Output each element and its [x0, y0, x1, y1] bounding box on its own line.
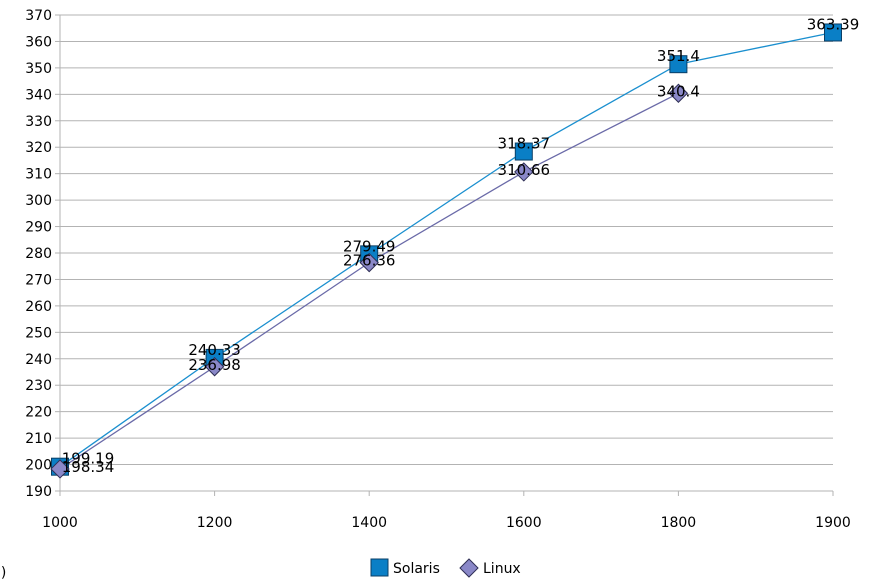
x-axis-ticks: 1000 1200 1400 1600 1800 1900	[42, 515, 851, 531]
y-tick-label: 370	[25, 8, 52, 24]
data-point-linux	[204, 357, 225, 377]
data-label-linux: 276.36	[343, 252, 396, 270]
legend: Solaris Linux	[370, 558, 521, 578]
y-tick-label: 210	[25, 431, 52, 447]
series-line-solaris	[59, 31, 834, 468]
x-tick-label: 1200	[197, 515, 233, 531]
y-tick-label: 270	[25, 272, 52, 288]
y-axis-ticks: 190 200 210 220 230 240 250 260 270 280 290 300 310 3…	[25, 8, 52, 500]
data-point-linux	[359, 252, 379, 273]
y-tick-label: 310	[25, 167, 52, 183]
data-label-solaris: 318.37	[498, 135, 551, 153]
x-tick-label: 1600	[506, 515, 542, 531]
y-tick-label: 360	[25, 34, 52, 50]
data-label-solaris: 351.4	[657, 47, 700, 65]
x-tick-label: 1900	[815, 515, 851, 531]
y-tick-label: 190	[25, 484, 52, 500]
data-point-linux	[668, 83, 689, 103]
data-point-linux	[50, 459, 70, 479]
y-tick-label: 200	[25, 458, 52, 474]
clipped-caption: d)	[0, 565, 7, 581]
y-tick-label: 250	[25, 325, 52, 341]
y-tick-label: 350	[25, 61, 52, 77]
data-labels: 199.19 240.33 279.49 318.37 351.4 363.39 198.3…	[62, 15, 860, 475]
y-tick-label: 300	[25, 193, 52, 209]
series-line-linux	[59, 92, 679, 470]
y-tick-label: 330	[25, 114, 52, 130]
legend-marker-solaris	[370, 558, 389, 577]
data-label-linux: 340.4	[657, 82, 700, 100]
data-label-solaris: 279.49	[343, 237, 396, 255]
legend-marker-linux	[459, 558, 479, 578]
y-tick-label: 340	[25, 87, 52, 103]
data-label-solaris: 363.39	[807, 15, 860, 33]
y-tick-label: 320	[25, 140, 52, 156]
data-label-linux: 236.98	[188, 356, 241, 374]
x-tick-label: 1400	[351, 515, 387, 531]
x-tick-label: 1000	[42, 515, 78, 531]
data-point-solaris	[669, 55, 688, 74]
y-tick-label: 290	[25, 220, 52, 236]
y-tick-label: 220	[25, 405, 52, 421]
y-tick-label: 230	[25, 378, 52, 394]
y-tick-label: 280	[25, 246, 52, 262]
legend-label-linux: Linux	[483, 561, 521, 577]
x-tick-label: 1800	[661, 515, 697, 531]
data-point-solaris	[824, 23, 842, 42]
y-tick-label: 240	[25, 352, 52, 368]
data-point-solaris	[514, 142, 533, 161]
series-layer	[50, 23, 842, 479]
data-label-linux: 198.34	[62, 458, 115, 476]
data-label-solaris: 240.33	[188, 341, 241, 359]
legend-label-solaris: Solaris	[393, 561, 440, 577]
data-point-linux	[514, 162, 534, 182]
y-tick-label: 260	[25, 299, 52, 315]
data-label-linux: 310.66	[498, 161, 551, 179]
grid-lines	[55, 14, 834, 496]
data-label-solaris: 199.19	[62, 450, 115, 468]
